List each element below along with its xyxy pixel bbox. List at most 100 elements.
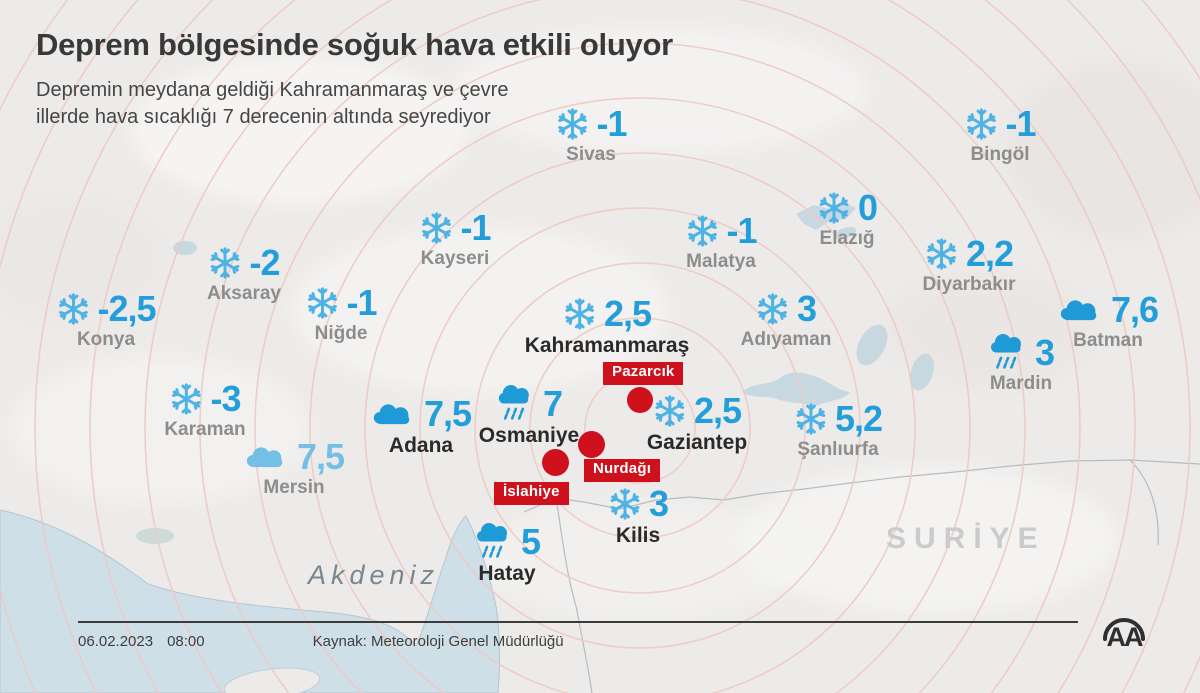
- epicenter-badge-nurdagi: Nurdağı: [584, 459, 661, 482]
- city-diyarbakir: 2,2 Diyarbakır: [923, 236, 1016, 295]
- country-label-suriye: SURİYE: [886, 522, 1046, 555]
- city-label: Malatya: [686, 251, 756, 272]
- temperature-value: 7: [542, 383, 563, 424]
- page-subtitle: Depremin meydana geldiği Kahramanmaraş v…: [36, 79, 509, 128]
- snowflake-icon: [56, 292, 90, 326]
- temperature-value: -1: [346, 282, 377, 323]
- city-sanliurfa: 5,2 Şanlıurfa: [794, 398, 883, 460]
- city-label: Şanlıurfa: [797, 439, 879, 460]
- footer-time: 08:00: [167, 633, 205, 650]
- snowflake-icon: [685, 214, 719, 248]
- city-gaziantep: 2,5 Gaziantep: [647, 393, 747, 454]
- city-label: Hatay: [478, 562, 536, 585]
- aa-agency-logo: AA: [1103, 618, 1145, 652]
- footer: 06.02.2023 08:00 Kaynak: Meteoroloji Gen…: [78, 633, 564, 650]
- temperature-value: -2: [249, 242, 280, 283]
- city-hatay: 5 Hatay: [474, 521, 541, 585]
- temperature-value: -1: [1005, 103, 1036, 144]
- city-kilis: 3 Kilis: [608, 483, 669, 547]
- header: Deprem bölgesinde soğuk hava etkili oluy…: [36, 27, 673, 130]
- temperature-value: 5: [520, 521, 541, 562]
- temperature-value: 3: [648, 483, 669, 524]
- snowflake-icon: [169, 382, 203, 416]
- snowflake-icon: [208, 246, 242, 280]
- snowflake-icon: [653, 394, 687, 428]
- city-mersin: 7,5 Mersin: [244, 436, 345, 498]
- city-label: Karaman: [164, 419, 246, 440]
- city-nigde: -1 Niğde: [305, 282, 378, 344]
- city-label: Elazığ: [819, 228, 875, 249]
- temperature-value: 3: [1034, 332, 1055, 373]
- rain-cloud-icon: [496, 384, 536, 422]
- city-label: Sivas: [566, 144, 616, 165]
- city-kahramanmaras: 2,5 Kahramanmaraş: [525, 296, 690, 357]
- city-konya: -2,5 Konya: [56, 288, 157, 350]
- city-label: Gaziantep: [646, 431, 748, 454]
- snowflake-icon: [964, 107, 998, 141]
- snowflake-icon: [563, 297, 597, 331]
- city-kayseri: -1 Kayseri: [419, 207, 492, 269]
- city-label: Konya: [76, 329, 136, 350]
- epicenter-badge-islahiye: İslahiye: [494, 482, 569, 505]
- city-osmaniye: 7 Osmaniye: [479, 384, 579, 447]
- temperature-value: 5,2: [834, 398, 883, 439]
- temperature-value: -2,5: [97, 288, 156, 329]
- city-malatya: -1 Malatya: [685, 210, 757, 272]
- city-adana: 7,5 Adana: [371, 393, 472, 457]
- city-label: Niğde: [314, 323, 368, 344]
- city-label: Diyarbakır: [922, 274, 1016, 295]
- city-label: Kayseri: [420, 248, 490, 269]
- temperature-value: -1: [596, 103, 627, 144]
- temperature-value: -1: [726, 210, 757, 251]
- snowflake-icon: [608, 487, 642, 521]
- temperature-value: 2,5: [603, 293, 652, 334]
- footer-divider: [78, 621, 1078, 623]
- city-aksaray: -2 Aksaray: [207, 245, 281, 304]
- temperature-value: 2,5: [693, 390, 742, 431]
- city-label: Batman: [1073, 330, 1143, 351]
- city-label: Kahramanmaraş: [524, 334, 690, 357]
- temperature-value: 2,2: [965, 233, 1014, 274]
- cloud-icon: [244, 444, 290, 470]
- city-karaman: -3 Karaman: [164, 381, 245, 440]
- temperature-value: 0: [857, 187, 878, 228]
- snowflake-icon: [817, 191, 851, 225]
- city-batman: 7,6 Batman: [1058, 289, 1159, 351]
- temperature-value: -1: [460, 207, 491, 248]
- city-label: Aksaray: [207, 283, 281, 304]
- epicenter-badge-pazarcik: Pazarcık: [603, 362, 684, 385]
- footer-date: 06.02.2023: [78, 633, 154, 650]
- city-label: Mersin: [263, 477, 325, 498]
- snowflake-icon: [925, 237, 959, 271]
- city-adiyaman: 3 Adıyaman: [741, 291, 832, 350]
- city-elazig: 0 Elazığ: [817, 187, 878, 249]
- city-sivas: -1 Sivas: [555, 103, 628, 165]
- city-label: Mardin: [989, 373, 1053, 394]
- epicenter-dot-nurdagi: [578, 431, 605, 458]
- temperature-value: 7,6: [1110, 289, 1159, 330]
- epicenter-dot-pazarcik: [627, 387, 653, 413]
- city-label: Adana: [388, 434, 454, 457]
- snowflake-icon: [756, 292, 790, 326]
- footer-source: Kaynak: Meteoroloji Genel Müdürlüğü: [312, 633, 564, 650]
- epicenter-dot-islahiye: [542, 449, 569, 476]
- rain-cloud-icon: [988, 333, 1028, 371]
- page-title: Deprem bölgesinde soğuk hava etkili oluy…: [36, 27, 673, 62]
- temperature-value: 7,5: [296, 436, 345, 477]
- sea-label-akdeniz: Akdeniz: [308, 560, 440, 590]
- city-mardin: 3 Mardin: [988, 332, 1055, 394]
- temperature-value: 7,5: [423, 393, 472, 434]
- city-label: Bingöl: [970, 144, 1030, 165]
- city-label: Adıyaman: [740, 329, 832, 350]
- cloud-icon: [371, 401, 417, 427]
- city-bingol: -1 Bingöl: [964, 103, 1037, 165]
- aa-logo-text: AA: [1107, 622, 1143, 652]
- temperature-value: -3: [210, 378, 241, 419]
- snowflake-icon: [419, 211, 453, 245]
- snowflake-icon: [305, 286, 339, 320]
- city-label: Kilis: [615, 524, 661, 547]
- temperature-value: 3: [796, 288, 817, 329]
- snowflake-icon: [794, 402, 828, 436]
